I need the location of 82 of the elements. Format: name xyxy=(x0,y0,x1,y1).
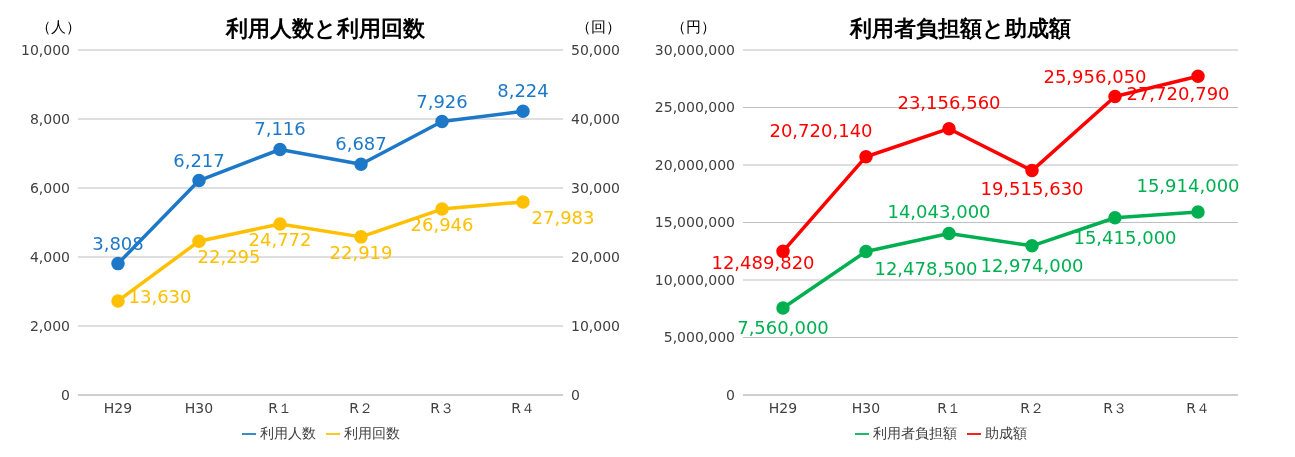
point xyxy=(1025,163,1039,178)
y-tick-label: 5,000,000 xyxy=(663,329,735,346)
point xyxy=(354,157,368,172)
x-tick-label: R３ xyxy=(1103,399,1127,416)
y-axis-title: （円） xyxy=(671,18,716,37)
data-label: 8,224 xyxy=(497,80,549,102)
x-tick-label: H30 xyxy=(184,399,214,416)
y-tick-label: 8,000 xyxy=(29,110,70,127)
point xyxy=(192,173,206,188)
chart-title: 利用者負担額と助成額 xyxy=(850,16,1071,41)
data-label: 12,974,000 xyxy=(980,254,1084,276)
point xyxy=(435,114,449,129)
point xyxy=(1191,69,1205,83)
y-tick-label: 0 xyxy=(726,386,735,403)
point xyxy=(942,121,956,136)
y-tick-label: 6,000 xyxy=(29,179,70,196)
data-label: 19,515,630 xyxy=(980,177,1084,199)
point xyxy=(859,244,873,259)
chart-title: 利用人数と利用回数 xyxy=(226,16,425,41)
y-tick-label: 0 xyxy=(61,386,70,403)
data-label: 7,116 xyxy=(254,118,306,140)
data-label: 7,926 xyxy=(416,90,468,112)
y-tick-label: 10,000,000 xyxy=(654,271,735,288)
data-label: 6,687 xyxy=(335,133,387,155)
data-label: 13,630 xyxy=(128,285,192,307)
data-label: 22,919 xyxy=(329,241,393,263)
legend-label: 助成額 xyxy=(984,425,1027,441)
data-label: 14,043,000 xyxy=(887,200,991,222)
point xyxy=(516,104,530,119)
y-tick-label: 30,000,000 xyxy=(654,41,735,58)
data-label: 6,217 xyxy=(173,149,225,171)
point xyxy=(1025,239,1039,253)
y-axis-title: （人） xyxy=(36,18,81,37)
point xyxy=(942,226,956,241)
point xyxy=(516,195,530,209)
x-tick-label: R４ xyxy=(511,399,535,416)
point xyxy=(111,294,125,308)
point xyxy=(1108,89,1122,104)
point xyxy=(1191,205,1205,219)
point xyxy=(1108,210,1122,225)
x-tick-label: H29 xyxy=(103,399,133,416)
y2-tick-label: 10,000 xyxy=(571,317,620,334)
y-tick-label: 25,000,000 xyxy=(654,99,735,116)
data-label: 15,415,000 xyxy=(1073,226,1177,248)
point xyxy=(273,217,287,231)
x-tick-label: R２ xyxy=(349,399,373,416)
y2-tick-label: 30,000 xyxy=(571,179,620,196)
data-label: 23,156,560 xyxy=(897,91,1001,113)
data-label: 27,983 xyxy=(531,206,595,228)
y-tick-label: 2,000 xyxy=(29,317,70,334)
y2-tick-label: 20,000 xyxy=(571,248,620,265)
x-tick-label: R３ xyxy=(430,399,454,416)
point xyxy=(111,256,125,271)
y2-tick-label: 40,000 xyxy=(571,110,620,127)
x-tick-label: R１ xyxy=(937,399,961,416)
y-tick-label: 4,000 xyxy=(29,248,70,265)
x-tick-label: R１ xyxy=(268,399,292,416)
data-label: 26,946 xyxy=(410,214,474,236)
y2-tick-label: 0 xyxy=(571,386,580,403)
y-tick-label: 15,000,000 xyxy=(654,214,735,231)
y-tick-label: 10,000 xyxy=(21,41,70,58)
point xyxy=(776,301,790,315)
legend-label: 利用回数 xyxy=(343,425,400,441)
legend-label: 利用人数 xyxy=(259,425,316,441)
data-label: 15,914,000 xyxy=(1136,174,1240,196)
data-label: 12,478,500 xyxy=(874,258,978,280)
point xyxy=(435,202,449,216)
data-label: 12,489,820 xyxy=(711,252,815,274)
x-tick-label: R２ xyxy=(1020,399,1044,416)
y2-axis-title: （回） xyxy=(576,18,621,37)
point xyxy=(859,149,873,164)
y2-tick-label: 50,000 xyxy=(571,41,620,58)
data-label: 7,560,000 xyxy=(737,317,829,339)
data-label: 20,720,140 xyxy=(769,119,873,141)
y-tick-label: 20,000,000 xyxy=(654,156,735,173)
legend-label: 利用者負担額 xyxy=(872,425,957,441)
point xyxy=(192,234,206,248)
point xyxy=(354,230,368,244)
point xyxy=(273,142,287,157)
x-tick-label: H29 xyxy=(768,399,798,416)
x-tick-label: R４ xyxy=(1186,399,1210,416)
x-tick-label: H30 xyxy=(851,399,881,416)
